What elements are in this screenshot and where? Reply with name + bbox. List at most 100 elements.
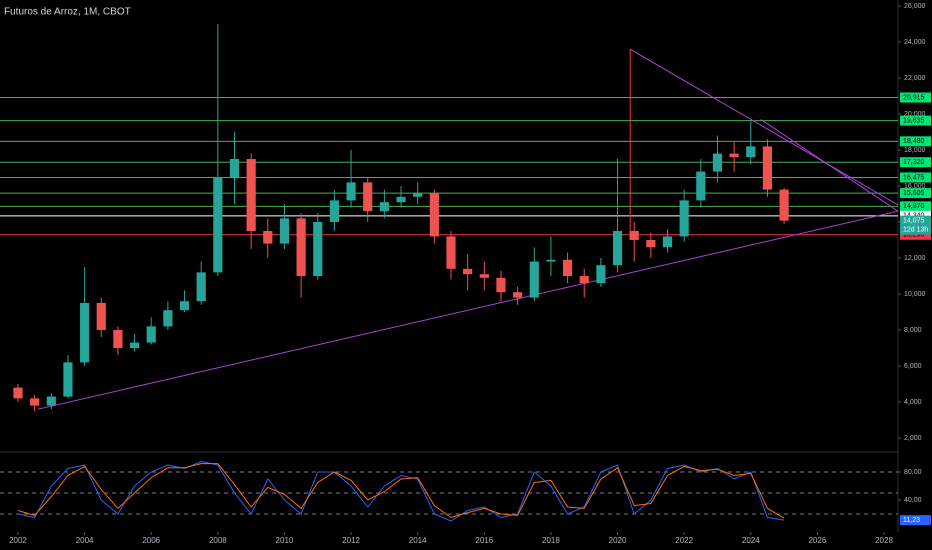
x-tick-label: 2010 xyxy=(276,536,294,545)
x-tick-label: 2024 xyxy=(742,536,760,545)
candle-body xyxy=(146,326,156,343)
candle-body xyxy=(779,189,789,221)
candle-body xyxy=(163,310,173,327)
candle-body xyxy=(129,342,140,348)
candle-body xyxy=(30,398,40,406)
candle-body xyxy=(96,302,106,330)
x-tick-label: 2006 xyxy=(142,536,160,545)
x-tick-label: 2004 xyxy=(76,536,94,545)
x-tick-label: 2012 xyxy=(342,536,360,545)
candle-body xyxy=(263,230,273,244)
candle-body xyxy=(662,236,673,248)
candle-body xyxy=(379,202,389,212)
last-price-bg xyxy=(900,215,931,235)
candle-body xyxy=(762,146,773,190)
level-label-bg xyxy=(900,136,931,147)
candle-body xyxy=(446,236,456,269)
candle-body xyxy=(196,272,206,302)
candle-body xyxy=(313,221,323,276)
candle-body xyxy=(529,261,539,298)
y-tick-label: 20,000 xyxy=(904,111,926,118)
y-tick-label: 12,000 xyxy=(904,255,926,262)
candle-body xyxy=(396,196,406,203)
candle-body xyxy=(546,259,556,262)
level-label-bg xyxy=(900,172,931,183)
stoch-last-bg xyxy=(900,515,931,526)
candle-body xyxy=(213,176,223,273)
x-tick-label: 2014 xyxy=(409,536,427,545)
candle-body xyxy=(80,302,90,363)
level-label: 17,320 xyxy=(903,159,925,166)
candle-body xyxy=(246,158,256,231)
x-tick-label: 2016 xyxy=(475,536,493,545)
candle-body xyxy=(63,362,73,397)
x-tick-label: 2018 xyxy=(542,536,560,545)
candle-body xyxy=(429,193,439,237)
candle-body xyxy=(279,218,290,244)
trend-line xyxy=(629,48,899,206)
candle-body xyxy=(729,153,739,158)
level-label: 16,475 xyxy=(903,174,925,181)
x-tick-label: 2020 xyxy=(609,536,627,545)
stoch-line xyxy=(17,460,785,522)
candle-body xyxy=(229,158,240,177)
stoch-tick-label: 80,00 xyxy=(904,469,922,476)
y-tick-label: 16,000 xyxy=(904,183,926,190)
candle-body xyxy=(712,153,723,172)
x-tick-label: 2008 xyxy=(209,536,227,545)
candle-body xyxy=(13,387,23,399)
y-tick-label: 2,000 xyxy=(904,435,922,442)
y-tick-label: 22,000 xyxy=(904,75,926,82)
y-tick-label: 18,000 xyxy=(904,147,926,154)
stoch-line xyxy=(17,463,785,519)
candle-body xyxy=(496,277,506,293)
y-tick-label: 24,000 xyxy=(904,39,926,46)
x-tick-label: 2002 xyxy=(9,536,27,545)
candle-body xyxy=(463,268,473,275)
candle-body xyxy=(696,171,706,201)
level-label-bg xyxy=(900,92,931,103)
candle-body xyxy=(296,218,306,276)
chart-title: Futuros de Arroz, 1M, CBOT xyxy=(4,7,131,18)
countdown-label: 12d 13h xyxy=(903,226,928,233)
candle-body xyxy=(679,200,689,237)
level-label: 13,290 xyxy=(903,232,925,239)
candle-body xyxy=(363,182,373,212)
level-label-bg xyxy=(900,188,931,199)
level-label: 18,480 xyxy=(903,138,925,145)
candle-body xyxy=(596,265,606,284)
y-tick-label: 6,000 xyxy=(904,363,922,370)
x-tick-label: 2028 xyxy=(875,536,893,545)
stoch-last-label: 11,23 xyxy=(903,517,920,524)
level-label: 15,605 xyxy=(903,190,925,197)
y-tick-label: 26,000 xyxy=(904,3,926,10)
candle-body xyxy=(113,329,123,348)
candle-body xyxy=(629,230,639,240)
candle-body xyxy=(179,301,190,311)
candle-body xyxy=(646,239,656,248)
level-label-bg xyxy=(900,115,931,126)
candle-body xyxy=(579,275,589,284)
candle-body xyxy=(746,146,756,158)
candle-body xyxy=(413,193,423,197)
x-tick-label: 2026 xyxy=(808,536,826,545)
y-tick-label: 10,000 xyxy=(904,291,926,298)
level-label: 20,915 xyxy=(903,94,925,101)
level-label-bg xyxy=(900,201,931,212)
stoch-tick-label: 40,00 xyxy=(904,497,922,504)
candle-body xyxy=(46,396,56,406)
candle-body xyxy=(346,182,356,201)
candle-body xyxy=(479,274,489,278)
candle-body xyxy=(562,259,573,276)
last-price-label: 14,075 xyxy=(903,217,925,224)
level-label-bg xyxy=(900,229,931,240)
level-label: 14,870 xyxy=(903,203,925,210)
level-label-bg xyxy=(900,157,931,168)
y-tick-label: 4,000 xyxy=(904,399,922,406)
level-label: 19,635 xyxy=(903,117,925,124)
trend-line xyxy=(37,210,899,410)
candle-body xyxy=(329,200,339,222)
y-tick-label: 8,000 xyxy=(904,327,922,334)
candle-body xyxy=(513,292,523,298)
